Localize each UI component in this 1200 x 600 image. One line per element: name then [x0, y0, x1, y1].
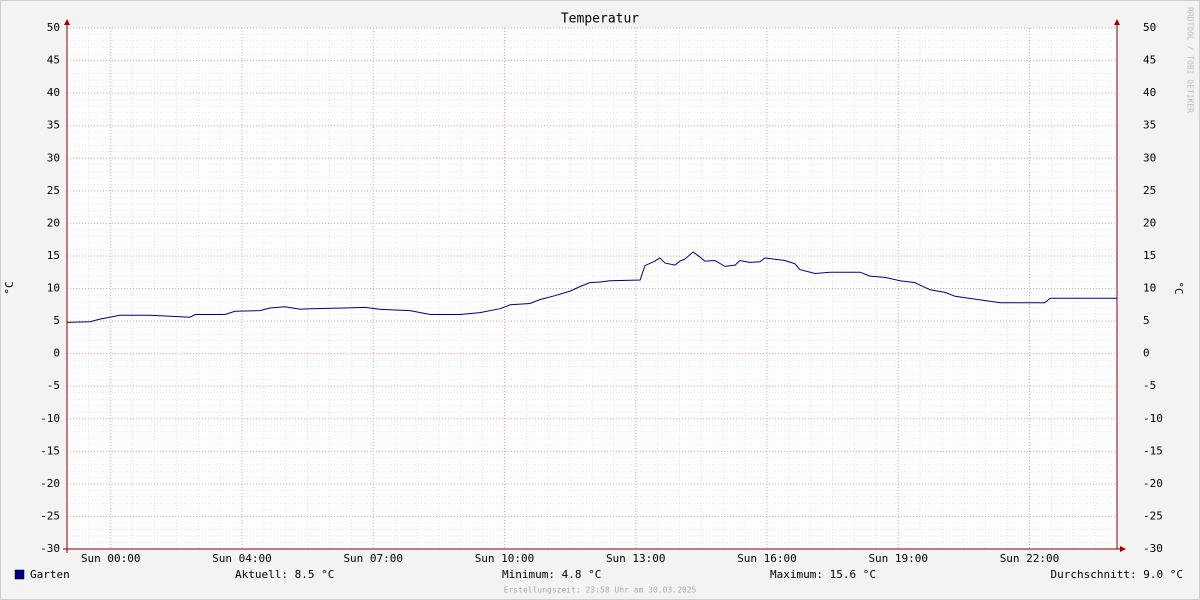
y-axis-label: °C	[3, 281, 16, 294]
chart-title: Temperatur	[561, 12, 639, 27]
y-tick-label: 15	[47, 249, 60, 262]
y2-tick-label: 10	[1143, 282, 1156, 295]
watermark: RRDTOOL / TOBI OETIKER	[1186, 7, 1195, 113]
y-tick-label: -10	[40, 412, 60, 425]
y-tick-label: 35	[47, 119, 60, 132]
axis-arrow	[64, 19, 70, 25]
x-tick-label: Sun 04:00	[212, 552, 272, 565]
y2-tick-label: 20	[1143, 216, 1156, 229]
y-tick-label: 5	[53, 314, 60, 327]
y2-tick-label: 50	[1143, 21, 1156, 34]
y2-tick-label: 25	[1143, 184, 1156, 197]
y-tick-label: -30	[40, 542, 60, 555]
legend-stat: Durchschnitt: 9.0 °C	[1051, 568, 1183, 581]
y2-tick-label: -30	[1143, 542, 1163, 555]
y-tick-label: -25	[40, 509, 60, 522]
legend-swatch	[14, 569, 25, 580]
y2-tick-label: 35	[1143, 119, 1156, 132]
y2-tick-label: -10	[1143, 412, 1163, 425]
y-tick-label: 40	[47, 86, 60, 99]
y2-tick-label: -15	[1143, 444, 1163, 457]
axis-arrow	[1114, 19, 1120, 25]
y-tick-label: 30	[47, 151, 60, 164]
x-tick-label: Sun 00:00	[81, 552, 141, 565]
x-tick-label: Sun 22:00	[1000, 552, 1060, 565]
x-tick-label: Sun 13:00	[606, 552, 666, 565]
y-tick-label: 10	[47, 282, 60, 295]
y2-tick-label: -5	[1143, 379, 1156, 392]
series-line	[66, 251, 1117, 323]
x-tick-label: Sun 16:00	[737, 552, 797, 565]
y-tick-label: 0	[53, 347, 60, 360]
y2-tick-label: 15	[1143, 249, 1156, 262]
legend-stat: Minimum: 4.8 °C	[502, 568, 601, 581]
y-tick-label: -20	[40, 477, 60, 490]
y2-tick-label: -20	[1143, 477, 1163, 490]
y-tick-label: -15	[40, 444, 60, 457]
x-tick-label: Sun 07:00	[343, 552, 403, 565]
axis-arrow	[1120, 546, 1126, 552]
y2-tick-label: 5	[1143, 314, 1150, 327]
y-tick-label: 25	[47, 184, 60, 197]
y2-tick-label: 45	[1143, 54, 1156, 67]
y-tick-label: 20	[47, 216, 60, 229]
y-tick-label: -5	[47, 379, 60, 392]
y2-axis-label: °C	[1172, 281, 1185, 294]
y2-tick-label: 40	[1143, 86, 1156, 99]
x-tick-label: Sun 19:00	[868, 552, 928, 565]
legend-stat: Aktuell: 8.5 °C	[235, 568, 334, 581]
y2-tick-label: 0	[1143, 347, 1150, 360]
x-tick-label: Sun 10:00	[475, 552, 535, 565]
legend-label: Garten	[30, 568, 70, 581]
y2-tick-label: 30	[1143, 151, 1156, 164]
y-tick-label: 50	[47, 21, 60, 34]
legend-stat: Maximum: 15.6 °C	[770, 568, 876, 581]
footer: Erstellungszeit: 23:58 Uhr am 30.03.2025	[504, 586, 697, 595]
y2-tick-label: -25	[1143, 509, 1163, 522]
y-tick-label: 45	[47, 54, 60, 67]
